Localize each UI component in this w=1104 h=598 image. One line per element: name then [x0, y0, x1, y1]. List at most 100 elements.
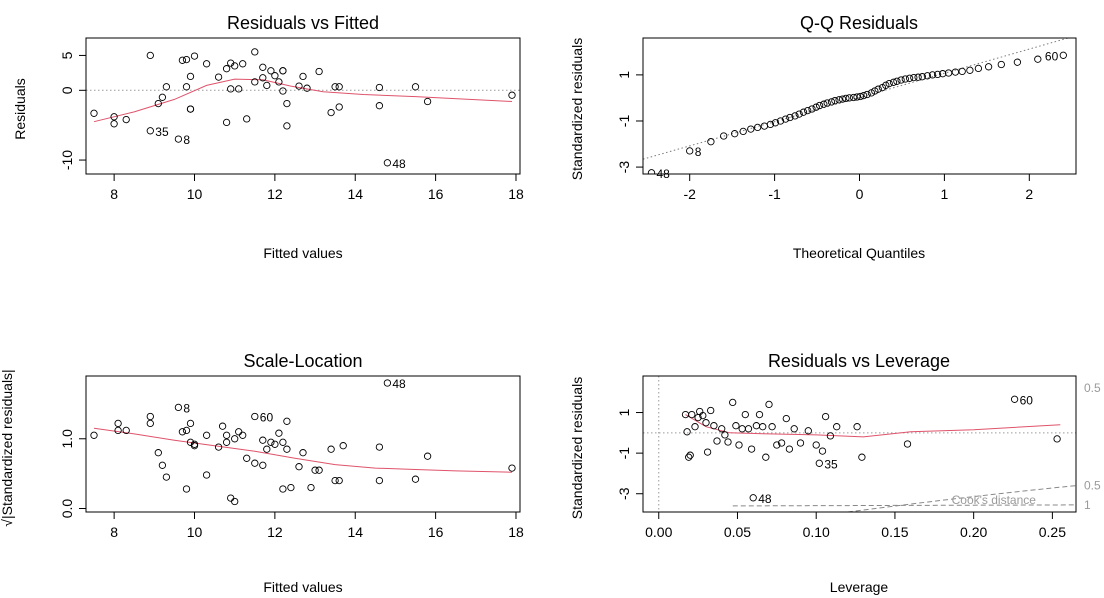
- data-point: [741, 410, 749, 419]
- data-point: [186, 105, 195, 113]
- data-point: [174, 403, 183, 412]
- y-tick-label: 0: [59, 86, 75, 94]
- y-tick-label: 1.0: [59, 429, 75, 449]
- data-point: [251, 412, 259, 421]
- panel-residuals-vs-leverage: Residuals vs Leverage Leverage Standardi…: [569, 351, 1101, 595]
- data-point: [508, 91, 516, 99]
- cooks-contour-05: [847, 485, 1076, 512]
- data-point: [790, 425, 798, 433]
- data-point: [874, 85, 882, 93]
- plot-area: [90, 379, 516, 506]
- data-point: [738, 425, 746, 433]
- point-label: 8: [183, 401, 190, 415]
- loess-smoother: [93, 78, 513, 123]
- x-tick-label: 12: [267, 524, 283, 540]
- data-point: [251, 459, 259, 467]
- data-point: [871, 87, 879, 95]
- y-tick-label: 5: [59, 51, 75, 59]
- data-point: [411, 475, 420, 483]
- data-point: [683, 428, 691, 436]
- data-point: [699, 411, 707, 420]
- data-point: [423, 452, 432, 460]
- data-point: [182, 426, 191, 435]
- x-tick-label: 2: [1025, 186, 1033, 202]
- data-point: [928, 71, 937, 79]
- data-point: [315, 67, 323, 76]
- x-tick-label: 0.20: [960, 524, 987, 540]
- data-point: [685, 453, 693, 461]
- data-point: [110, 113, 118, 121]
- x-tick-label: 8: [110, 186, 118, 202]
- point-label: 35: [155, 125, 169, 139]
- data-point: [375, 476, 384, 485]
- data-point: [339, 442, 347, 450]
- data-point: [231, 497, 239, 506]
- data-point: [782, 414, 790, 423]
- data-point: [713, 437, 721, 445]
- data-point: [771, 119, 780, 127]
- point-label: 60: [1045, 49, 1059, 63]
- data-point: [808, 105, 816, 113]
- data-point: [804, 427, 812, 435]
- data-point: [235, 428, 243, 436]
- data-point: [791, 112, 799, 120]
- data-point: [335, 103, 343, 111]
- data-point: [833, 423, 841, 431]
- data-point: [903, 440, 912, 448]
- cooks-level-label: 0.5: [1084, 479, 1101, 493]
- x-tick-label: 18: [508, 186, 524, 202]
- data-point: [202, 60, 211, 68]
- data-point: [335, 83, 343, 91]
- panel-title: Scale-Location: [243, 351, 362, 371]
- data-point: [295, 82, 303, 90]
- data-point: [707, 406, 715, 415]
- data-point: [804, 106, 812, 115]
- data-point: [718, 425, 726, 433]
- y-axis-label: Standardized residuals: [569, 377, 585, 519]
- data-point: [411, 83, 420, 91]
- data-point: [222, 65, 231, 73]
- panel-qq-residuals: Q-Q Residuals Theoretical Quantiles Stan…: [569, 13, 1077, 261]
- panel-scale-location: Scale-Location Fitted values √|Standardi…: [0, 351, 524, 595]
- y-tick-label: -1: [616, 115, 632, 128]
- x-tick-label: 8: [110, 524, 118, 540]
- data-point: [853, 423, 861, 431]
- data-point: [776, 117, 785, 125]
- data-point: [231, 62, 239, 70]
- data-point: [251, 48, 259, 56]
- cooks-contour-1: [732, 504, 1076, 507]
- data-point: [1010, 395, 1019, 403]
- data-point: [259, 461, 267, 469]
- data-point: [720, 132, 728, 140]
- data-point: [966, 66, 974, 74]
- data-point: [259, 74, 267, 82]
- data-point: [1034, 55, 1042, 63]
- point-label: 8: [695, 145, 702, 159]
- data-point: [243, 454, 251, 462]
- data-point: [766, 120, 775, 129]
- x-axis-label: Theoretical Quantiles: [793, 245, 925, 261]
- data-point: [863, 90, 871, 99]
- panel-title: Residuals vs Leverage: [768, 351, 950, 371]
- data-point: [703, 448, 712, 456]
- data-point: [239, 60, 247, 68]
- data-point: [707, 138, 715, 146]
- data-point: [186, 419, 195, 428]
- panel-title: Residuals vs Fitted: [227, 13, 379, 33]
- data-point: [259, 436, 267, 444]
- data-point: [785, 445, 794, 453]
- data-point: [315, 466, 323, 474]
- panel-title: Q-Q Residuals: [800, 13, 918, 33]
- data-point: [222, 431, 231, 439]
- data-point: [239, 431, 247, 439]
- data-point: [838, 95, 847, 103]
- x-tick-label: 1: [941, 186, 949, 202]
- data-point: [311, 466, 319, 474]
- data-point: [331, 83, 339, 91]
- data-point: [158, 461, 167, 469]
- data-point: [275, 78, 283, 86]
- data-point: [110, 120, 118, 128]
- plot-content: 0.00 0.05 0.10 0.15 0.20 0.25 1 -1 -3 Cook's dist…: [616, 375, 1101, 540]
- data-point: [90, 109, 98, 117]
- data-point: [122, 115, 130, 124]
